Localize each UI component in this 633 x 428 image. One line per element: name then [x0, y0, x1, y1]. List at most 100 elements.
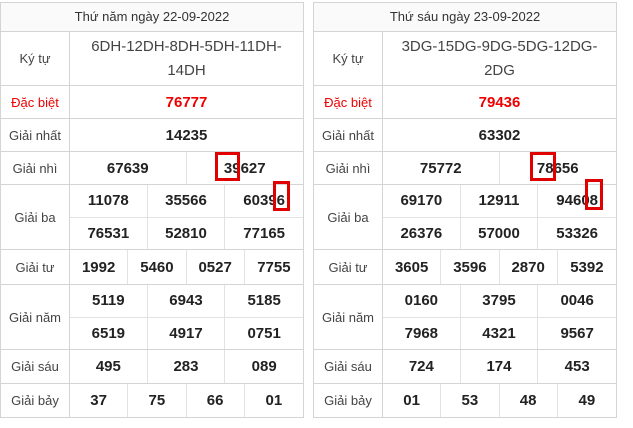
prize-number: 495 — [70, 350, 148, 383]
prize-values: 495 283 089 — [70, 350, 303, 383]
prize-number: 0046 — [560, 292, 594, 310]
prize-number: 724 — [383, 350, 461, 383]
prize-number: 79436 — [478, 93, 521, 111]
prize-number: 01 — [265, 392, 283, 409]
prize-label: Giải ba — [314, 185, 383, 249]
prize-number: 6519 — [70, 316, 148, 349]
prize-number: 7755 — [257, 258, 291, 276]
prize-number: 6943 — [148, 285, 226, 317]
prize-label: Đặc biệt — [314, 86, 383, 118]
prize-row: Giải nhất 14235 — [1, 119, 303, 152]
prize-number: 5185 — [247, 292, 281, 310]
prize-values: 69170 12911 94608 26376 57000 53326 — [383, 185, 616, 249]
highlight-box — [530, 152, 556, 181]
prize-number: 35566 — [148, 185, 226, 217]
prize-label: Giải tư — [314, 250, 383, 284]
prize-values: 6DH-12DH-8DH-5DH-11DH-14DH — [70, 32, 303, 85]
prize-values: 63302 — [383, 119, 616, 151]
table-header: Thứ sáu ngày 23-09-2022 — [314, 3, 616, 32]
prize-values: 37 75 66 01 — [70, 384, 303, 417]
prize-number: 12911 — [461, 185, 539, 217]
prize-row: Giải bảy 01 53 48 49 — [314, 384, 616, 417]
prize-row: Giải ba 11078 35566 60396 76531 52810 77165 — [1, 185, 303, 250]
prize-row: Giải bảy 37 75 66 01 — [1, 384, 303, 417]
prize-row: Giải ba 69170 12911 94608 26376 57000 53326 — [314, 185, 616, 250]
prize-number: 75772 — [383, 152, 500, 184]
prize-row: Giải năm 0160 3795 0046 7968 4321 9567 — [314, 285, 616, 350]
prize-number: 453 — [564, 358, 590, 375]
prize-number: 75 — [128, 384, 187, 417]
prize-number: 53 — [441, 384, 500, 417]
prize-number: 76777 — [165, 93, 208, 111]
prize-number: 52810 — [147, 216, 226, 249]
prize-label: Giải nhì — [1, 152, 70, 184]
prize-number: 14235 — [165, 126, 208, 144]
prize-label: Giải sáu — [1, 350, 70, 383]
prize-values: 14235 — [70, 119, 303, 151]
prize-values: 67639 39627 — [70, 152, 303, 184]
prize-row: Giải tư 3605 3596 2870 5392 — [314, 250, 616, 285]
prize-values: 01 53 48 49 — [383, 384, 616, 417]
prize-number: 26376 — [383, 216, 461, 249]
prize-number: 94608 — [556, 192, 599, 210]
prize-number: 78656 — [536, 159, 579, 177]
prize-label: Đặc biệt — [1, 86, 70, 118]
prize-number: 63302 — [478, 126, 521, 144]
result-table: Thứ năm ngày 22-09-2022 Ký tự 6DH-12DH-8DH… — [0, 2, 304, 418]
prize-number: 283 — [148, 350, 226, 383]
prize-label: Giải sáu — [314, 350, 383, 383]
prize-number: 69170 — [383, 185, 461, 217]
prize-row: Giải nhất 63302 — [314, 119, 616, 152]
prize-number: 57000 — [460, 216, 539, 249]
prize-values: 0160 3795 0046 7968 4321 9567 — [383, 285, 616, 349]
prize-number: 4917 — [147, 316, 226, 349]
prize-number: 3795 — [461, 285, 539, 317]
prize-label: Giải ba — [1, 185, 70, 249]
prize-label: Giải năm — [314, 285, 383, 349]
prize-values: 3DG-15DG-9DG-5DG-12DG-2DG — [383, 32, 616, 85]
prize-number: 37 — [70, 384, 129, 417]
prize-row: Giải nhì 75772 78656 — [314, 152, 616, 185]
prize-values: 3605 3596 2870 5392 — [383, 250, 616, 284]
prize-number: 48 — [500, 384, 558, 417]
prize-number: 67639 — [70, 152, 187, 184]
highlight-box — [273, 181, 290, 211]
prize-row: Giải sáu 724 174 453 — [314, 350, 616, 384]
prize-label: Giải nhất — [314, 119, 383, 151]
prize-label: Giải năm — [1, 285, 70, 349]
prize-number: 0751 — [225, 316, 303, 350]
prize-number: 3605 — [383, 250, 442, 284]
prize-number: 3DG-15DG-9DG-5DG-12DG-2DG — [401, 37, 598, 79]
prize-number: 5460 — [128, 250, 187, 284]
prize-number: 6DH-12DH-8DH-5DH-11DH-14DH — [91, 37, 282, 79]
prize-row: Ký tự 3DG-15DG-9DG-5DG-12DG-2DG — [314, 32, 616, 86]
prize-label: Giải bảy — [314, 384, 383, 417]
table-header: Thứ năm ngày 22-09-2022 — [1, 3, 303, 32]
prize-number: 9567 — [538, 316, 616, 350]
prize-number: 0160 — [383, 285, 461, 317]
prize-values: 1992 5460 0527 7755 — [70, 250, 303, 284]
prize-row: Giải năm 5119 6943 5185 6519 4917 0751 — [1, 285, 303, 350]
prize-number: 174 — [461, 350, 539, 383]
prize-row: Đặc biệt 76777 — [1, 86, 303, 119]
prize-values: 724 174 453 — [383, 350, 616, 383]
prize-number: 7968 — [383, 316, 461, 349]
prize-row: Giải tư 1992 5460 0527 7755 — [1, 250, 303, 285]
prize-number: 0527 — [187, 250, 245, 284]
prize-number: 01 — [383, 384, 442, 417]
prize-number: 2870 — [500, 250, 558, 284]
prize-number: 4321 — [460, 316, 539, 349]
prize-row: Đặc biệt 79436 — [314, 86, 616, 119]
prize-label: Giải bảy — [1, 384, 70, 417]
prize-number: 5119 — [70, 285, 148, 317]
prize-label: Giải tư — [1, 250, 70, 284]
prize-number: 60396 — [243, 192, 286, 210]
prize-values: 11078 35566 60396 76531 52810 77165 — [70, 185, 303, 249]
prize-number: 53326 — [538, 216, 616, 250]
highlight-box — [215, 152, 240, 181]
prize-values: 79436 — [383, 86, 616, 118]
prize-number: 39627 — [223, 159, 266, 177]
prize-row: Giải nhì 67639 39627 — [1, 152, 303, 185]
prize-label: Giải nhì — [314, 152, 383, 184]
